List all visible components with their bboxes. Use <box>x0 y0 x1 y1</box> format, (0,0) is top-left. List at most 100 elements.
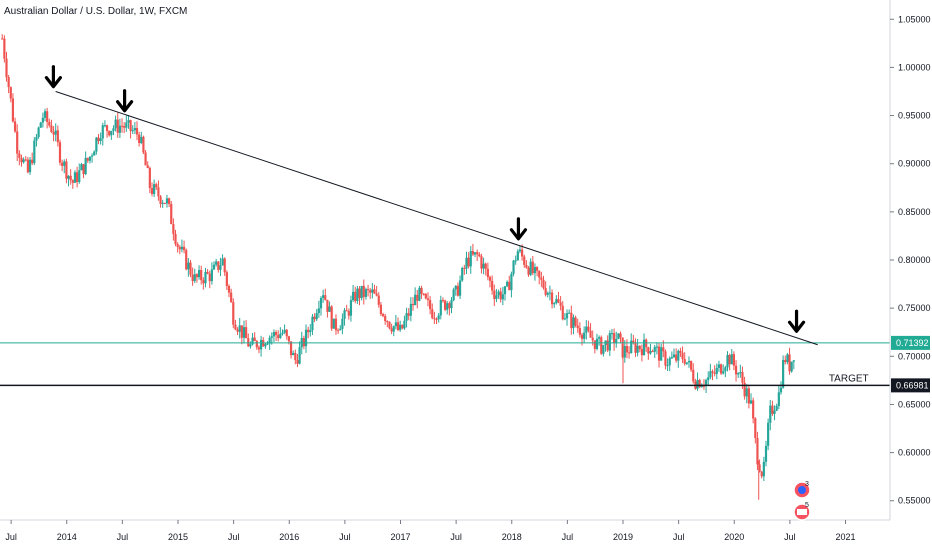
candle-body <box>512 260 515 274</box>
candle-body <box>193 274 196 282</box>
candle-body <box>546 292 549 295</box>
candle-body <box>565 313 569 319</box>
candle-body <box>185 250 188 270</box>
candle-body <box>749 400 753 404</box>
candle-body <box>745 388 748 397</box>
price-tag-label: 0.71392 <box>896 338 929 348</box>
candle-body <box>110 130 113 136</box>
candle-body <box>236 329 239 332</box>
candle-body <box>347 311 350 316</box>
candle-body <box>675 354 678 361</box>
target-label: TARGET <box>829 373 869 384</box>
candle-body <box>394 322 397 327</box>
candle-body <box>585 326 588 333</box>
candle-body <box>253 337 256 342</box>
candle-body <box>433 318 436 320</box>
candle-body <box>767 422 770 446</box>
indicator-icons: 3 5 <box>793 481 811 521</box>
candle-body <box>508 281 511 291</box>
y-tick-label: 1.00000 <box>898 62 931 72</box>
candle-body <box>120 125 124 127</box>
candle-body <box>313 316 316 320</box>
candle-body <box>210 269 213 282</box>
candle-body <box>127 120 130 123</box>
candle-body <box>272 332 276 337</box>
candle-body <box>289 341 293 356</box>
candle-body <box>204 271 207 284</box>
candle-body <box>88 156 92 161</box>
candle-body <box>123 125 126 128</box>
candle-body <box>283 329 286 333</box>
candle-body <box>595 338 599 349</box>
candle-body <box>392 326 395 332</box>
candle-body <box>328 306 331 312</box>
candle-body <box>292 352 295 356</box>
candle-body <box>657 346 661 361</box>
flag-badge-icon[interactable]: 5 <box>793 502 811 521</box>
candle-body <box>386 321 389 323</box>
x-tick-label: 2020 <box>724 532 744 542</box>
candle-body <box>133 128 136 131</box>
candle-body <box>206 271 209 274</box>
candle-body <box>559 302 562 306</box>
candle-body <box>621 337 624 358</box>
candle-body <box>341 318 344 329</box>
trendline[interactable] <box>55 91 818 346</box>
candle-body <box>112 128 115 131</box>
candle-body <box>165 198 169 204</box>
candle-body <box>775 406 778 411</box>
x-tick-label: 2018 <box>502 532 522 542</box>
candle-body <box>521 249 524 257</box>
candle-body <box>589 330 592 338</box>
candle-body <box>191 274 194 282</box>
candle-body <box>593 340 596 349</box>
candle-body <box>18 153 21 158</box>
candle-body <box>583 332 586 339</box>
candle-body <box>769 405 772 423</box>
candle-body <box>189 262 192 275</box>
candle-body <box>664 351 667 366</box>
candle-body <box>726 355 729 368</box>
candle-body <box>535 267 539 271</box>
candle-body <box>176 244 179 247</box>
candle-body <box>692 369 695 382</box>
candle-body <box>90 155 94 157</box>
candle-body <box>677 350 680 361</box>
candle-body <box>197 269 201 278</box>
candle-body <box>411 303 415 306</box>
candle-body <box>548 292 552 294</box>
candle-body <box>101 125 104 139</box>
candle-body <box>345 310 348 312</box>
candle-body <box>632 340 635 343</box>
candle-body <box>719 364 723 374</box>
candle-body <box>37 127 40 138</box>
candle-body <box>178 246 181 250</box>
candle-body <box>103 125 107 127</box>
candle-body <box>330 306 333 329</box>
candle-body <box>722 371 725 374</box>
y-tick-label: 0.70000 <box>898 351 931 361</box>
candle-body <box>707 377 710 381</box>
ideas-badge-icon[interactable]: 3 <box>793 481 811 499</box>
candle-body <box>172 224 175 235</box>
candle-body <box>401 324 404 329</box>
candle-body <box>35 137 38 141</box>
x-tick-label: Jul <box>339 532 351 542</box>
candle-body <box>747 388 750 404</box>
candle-body <box>249 344 252 347</box>
candle-body <box>471 251 474 255</box>
candle-body <box>221 258 224 266</box>
x-tick-label: Jul <box>5 532 17 542</box>
candle-body <box>351 291 355 301</box>
candle-body <box>1 38 4 40</box>
candle-body <box>24 159 27 161</box>
candle-body <box>486 268 489 278</box>
candle-body <box>54 130 57 135</box>
candle-body <box>480 256 483 269</box>
candle-body <box>78 170 81 183</box>
arrow-down-icon <box>44 65 62 89</box>
price-tag <box>891 335 930 350</box>
candle-body <box>773 410 776 414</box>
candle-body <box>131 130 134 132</box>
